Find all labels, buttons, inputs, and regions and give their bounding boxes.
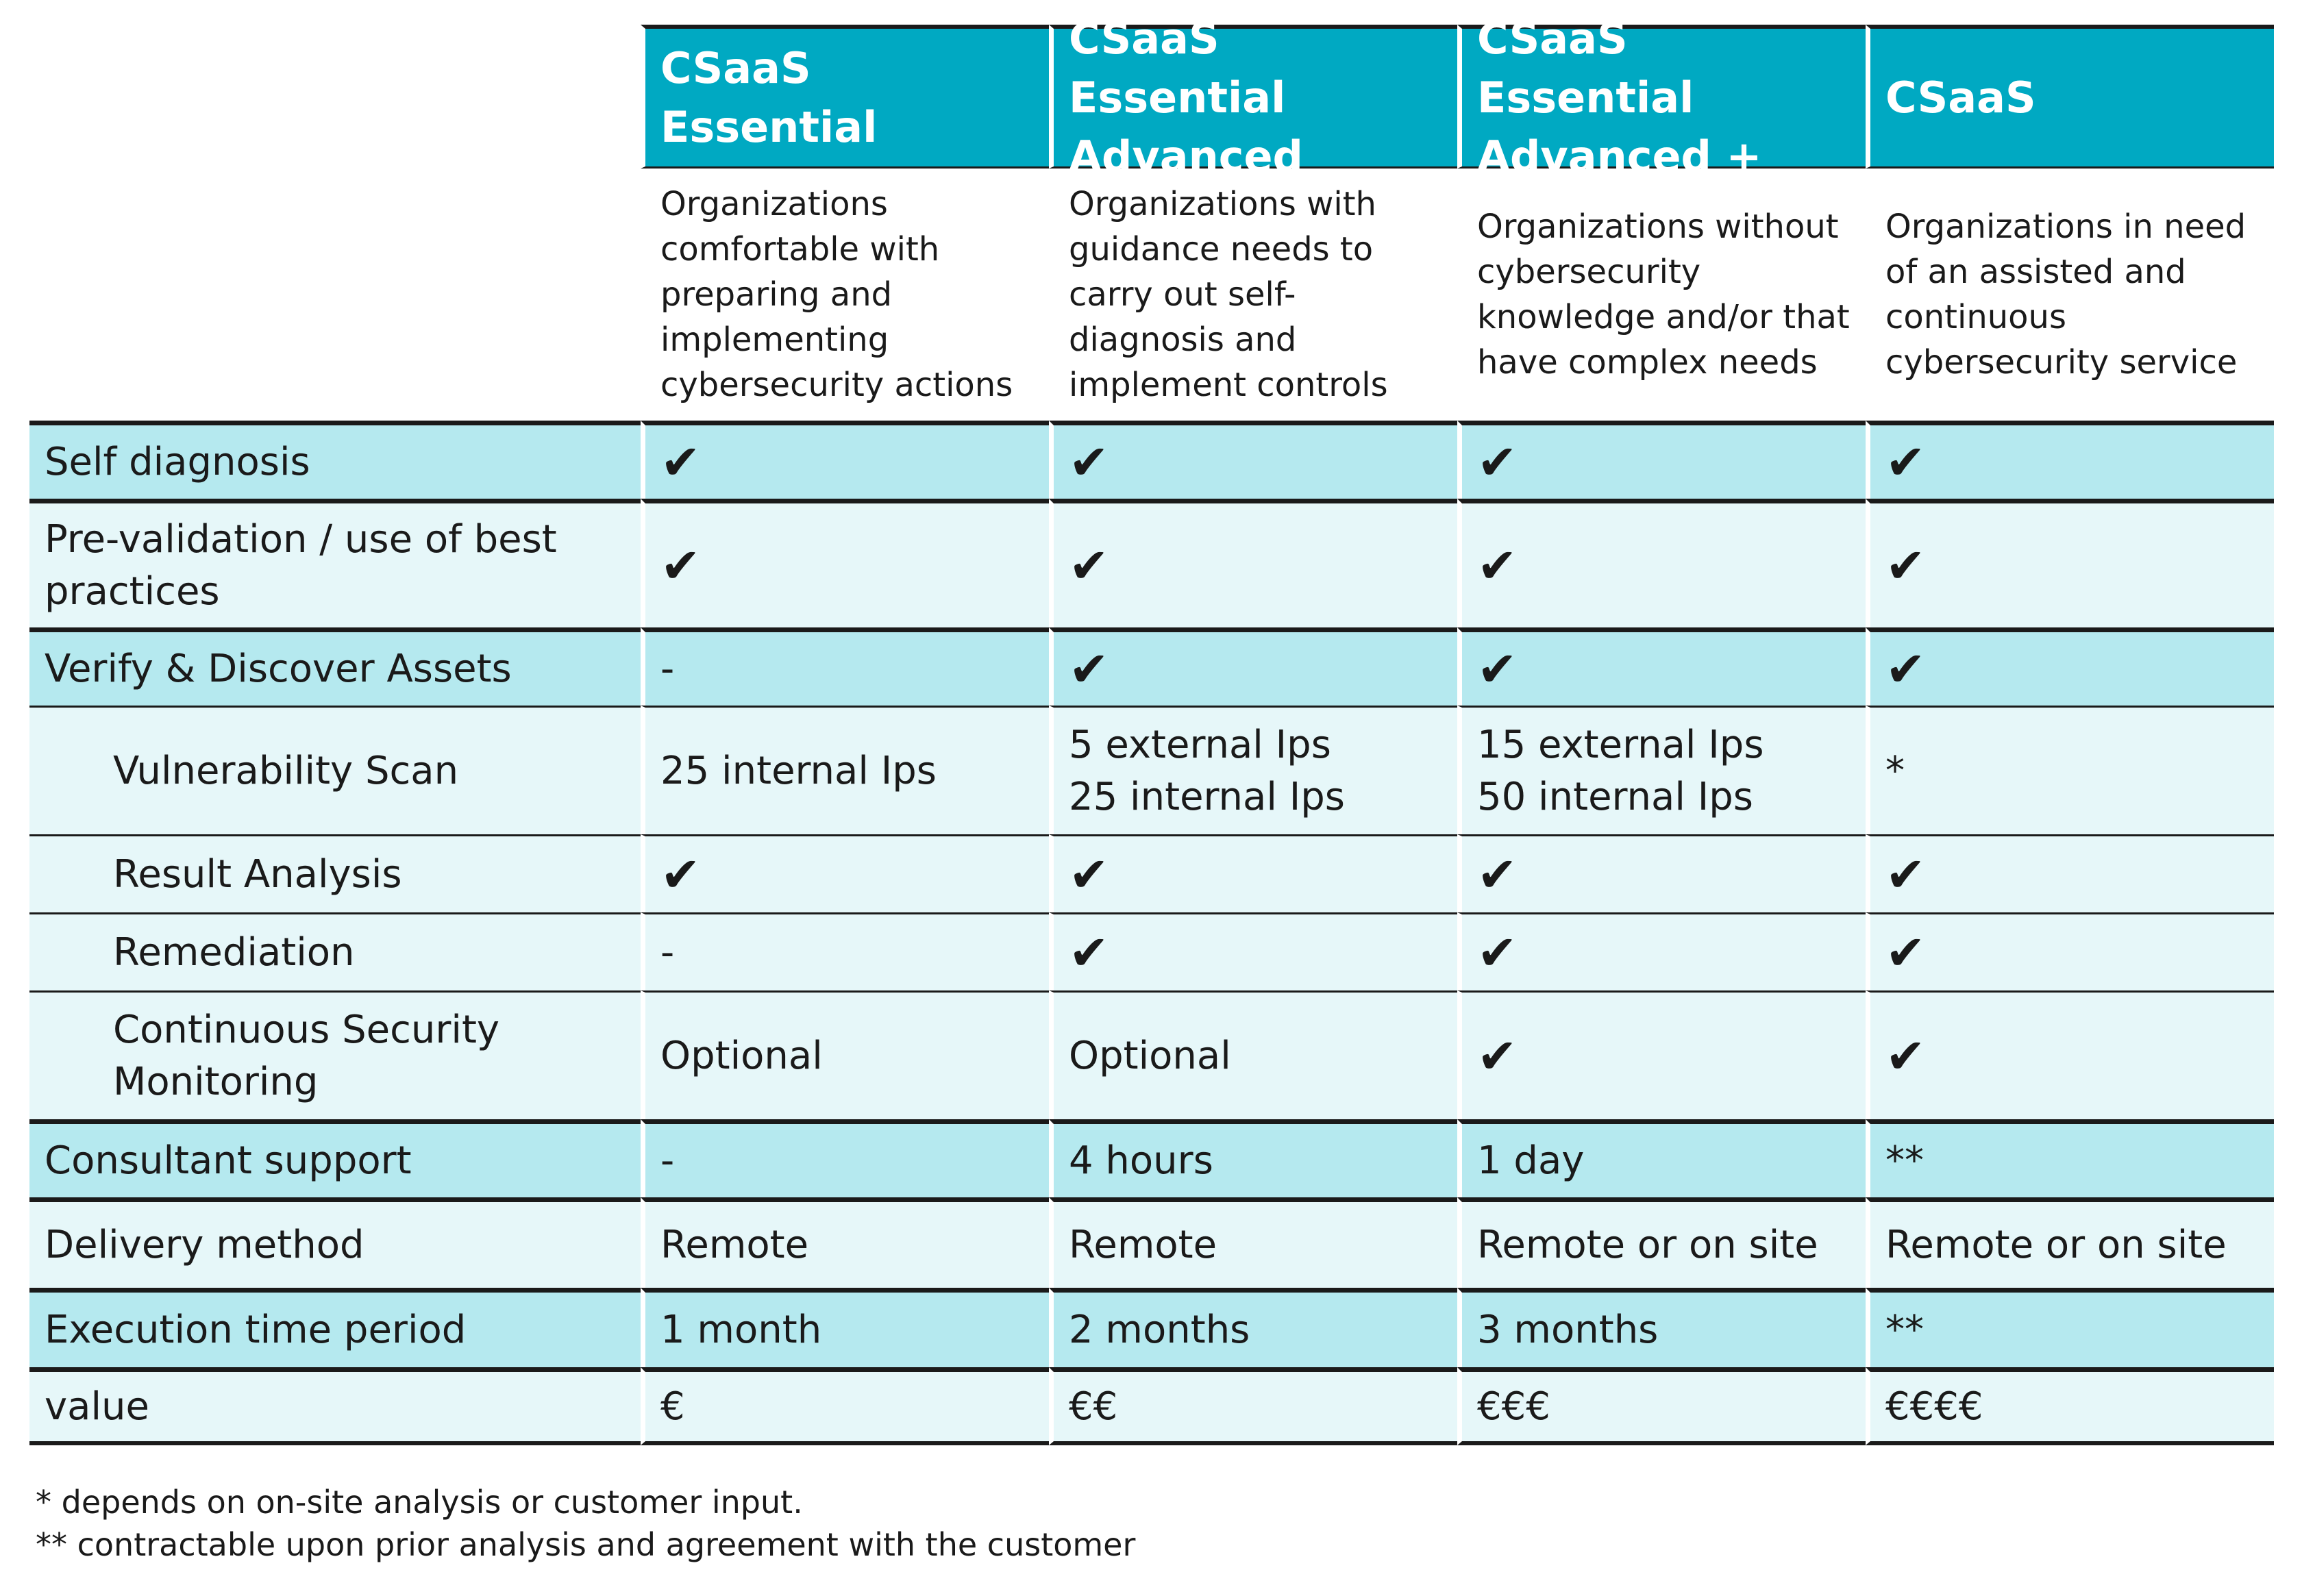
table-cell: ✔ — [1457, 990, 1866, 1119]
table-cell: * — [1866, 706, 2274, 834]
table-cell: 25 internal Ips — [641, 706, 1049, 834]
table-cell: 15 external Ips 50 internal Ips — [1457, 706, 1866, 834]
table-cell: ✔ — [1049, 499, 1457, 627]
footnote: * depends on on-site analysis or custome… — [36, 1484, 803, 1521]
column-description-essential-advanced-plus: Organizations without cybersecurity know… — [1457, 169, 1866, 421]
table-cell: 5 external Ips 25 internal Ips — [1049, 706, 1457, 834]
description-corner — [29, 169, 641, 421]
table-cell: 1 day — [1457, 1119, 1866, 1197]
comparison-table: CSaaS Essential CSaaS Essential Advanced… — [29, 14, 2274, 1445]
row-label: Delivery method — [29, 1197, 641, 1288]
table-cell: ✔ — [1457, 912, 1866, 990]
table-cell: ✔ — [1457, 421, 1866, 499]
table-cell: ✔ — [1049, 627, 1457, 706]
row-label: Result Analysis — [29, 834, 641, 912]
row-label: Self diagnosis — [29, 421, 641, 499]
column-description-csaas: Organizations in need of an assisted and… — [1866, 169, 2274, 421]
table-cell: - — [641, 1119, 1049, 1197]
table-cell: ✔ — [1457, 834, 1866, 912]
table-cell: €€ — [1049, 1367, 1457, 1445]
table-cell: ✔ — [1866, 834, 2274, 912]
table-cell: ✔ — [1866, 421, 2274, 499]
table-cell: ✔ — [1049, 834, 1457, 912]
table-cell: 1 month — [641, 1288, 1049, 1367]
table-cell: ✔ — [641, 834, 1049, 912]
table-cell: ✔ — [641, 499, 1049, 627]
row-label: Remediation — [29, 912, 641, 990]
table-cell: - — [641, 627, 1049, 706]
table-cell: Remote or on site — [1457, 1197, 1866, 1288]
table-cell: ** — [1866, 1119, 2274, 1197]
row-label: Pre-validation / use of best practices — [29, 499, 641, 627]
table-cell: ✔ — [1457, 499, 1866, 627]
table-cell: ** — [1866, 1288, 2274, 1367]
table-cell: 3 months — [1457, 1288, 1866, 1367]
table-cell: Remote or on site — [1866, 1197, 2274, 1288]
table-cell: ✔ — [1049, 421, 1457, 499]
footnote: ** contractable upon prior analysis and … — [36, 1526, 1136, 1563]
table-cell: ✔ — [1866, 990, 2274, 1119]
table-cell: €€€€ — [1866, 1367, 2274, 1445]
table-cell: ✔ — [641, 421, 1049, 499]
table-cell: ✔ — [1866, 499, 2274, 627]
table-cell: 2 months — [1049, 1288, 1457, 1367]
row-label: value — [29, 1367, 641, 1445]
column-header-csaas: CSaaS — [1866, 25, 2274, 169]
table-cell: Optional — [1049, 990, 1457, 1119]
table-cell: Remote — [641, 1197, 1049, 1288]
row-label: Vulnerability Scan — [29, 706, 641, 834]
table-cell: ✔ — [1866, 627, 2274, 706]
table-cell: 4 hours — [1049, 1119, 1457, 1197]
header-corner — [29, 25, 641, 169]
table-cell: Remote — [1049, 1197, 1457, 1288]
row-label: Execution time period — [29, 1288, 641, 1367]
column-header-essential: CSaaS Essential — [641, 25, 1049, 169]
table-cell: ✔ — [1049, 912, 1457, 990]
column-description-essential: Organizations comfortable with preparing… — [641, 169, 1049, 421]
table-cell: Optional — [641, 990, 1049, 1119]
table-cell: € — [641, 1367, 1049, 1445]
column-header-essential-advanced: CSaaS Essential Advanced — [1049, 14, 1457, 182]
table-cell: ✔ — [1457, 627, 1866, 706]
table-cell: €€€ — [1457, 1367, 1866, 1445]
row-label: Continuous Security Monitoring — [29, 990, 641, 1119]
footnotes: * depends on on-site analysis or custome… — [36, 1481, 1135, 1566]
column-header-essential-advanced-plus: CSaaS Essential Advanced + — [1457, 14, 1866, 182]
row-label: Verify & Discover Assets — [29, 627, 641, 706]
column-description-essential-advanced: Organizations with guidance needs to car… — [1049, 169, 1457, 421]
row-label: Consultant support — [29, 1119, 641, 1197]
table-cell: ✔ — [1866, 912, 2274, 990]
table-cell: - — [641, 912, 1049, 990]
